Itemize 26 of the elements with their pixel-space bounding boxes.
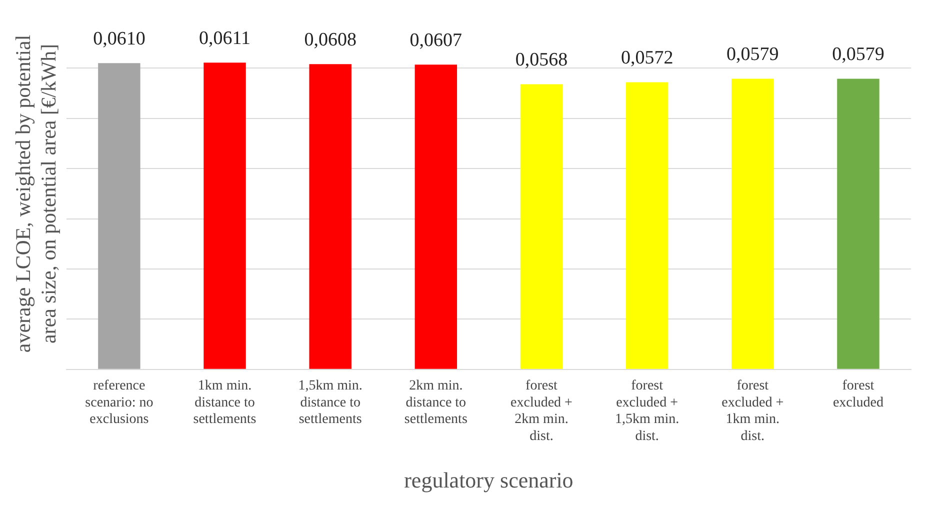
data-label: 0,0607 [410,30,462,52]
data-label: 0,0610 [93,28,146,50]
bar [414,64,458,369]
data-label: 0,0611 [198,28,251,50]
x-tick-label: forest excluded + 1km min. dist. [722,378,784,444]
y-axis-title: average LCOE, weighted by potential area size, on potential area [€/kWh] [11,34,60,353]
x-tick-label: forest excluded [832,378,884,410]
bar [732,78,774,369]
x-tick-label: 2km min. distance to settlements [404,378,468,428]
bar [98,63,140,369]
x-tick-label: forest excluded + 1,5km min. dist. [614,378,680,444]
x-tick-label: forest excluded + 2km min. dist. [510,378,573,444]
bar [837,78,880,369]
x-tick-label: 1,5km min. distance to settlements [298,378,362,428]
bar [626,82,668,369]
data-label: 0,0608 [304,30,356,51]
data-label: 0,0579 [726,44,779,66]
x-axis-title: regulatory scenario [404,468,574,493]
bar [204,62,246,369]
x-tick-label: 1km min. distance to settlements [193,378,256,428]
data-label: 0,0579 [832,44,884,66]
bar [309,64,352,369]
data-label: 0,0568 [515,50,568,71]
x-tick-label: reference scenario: no exclusions [85,378,154,428]
data-label: 0,0572 [620,48,674,69]
bar [520,84,563,369]
